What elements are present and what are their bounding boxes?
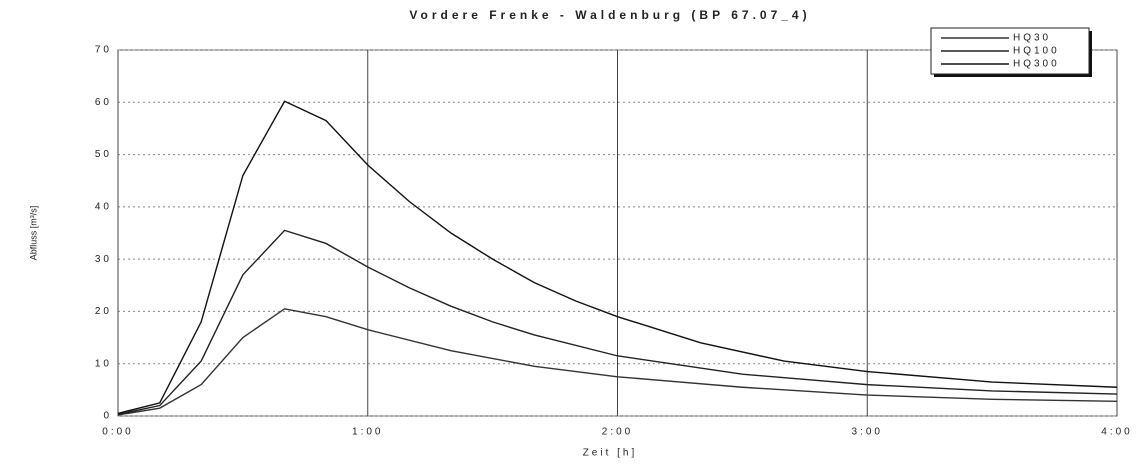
y-tick-label: 50 [95, 149, 112, 160]
legend-label: HQ100 [1013, 46, 1060, 57]
chart-title: Vordere Frenke - Waldenburg (BP 67.07_4) [409, 8, 810, 22]
data-line [117, 100, 1118, 415]
legend-label: HQ300 [1013, 59, 1060, 70]
x-tick-label: 2:00 [602, 427, 633, 438]
legend-label: HQ30 [1013, 33, 1051, 44]
y-tick-label: 60 [95, 97, 112, 108]
x-axis-label: Zeit [h] [583, 448, 638, 459]
data-line [117, 229, 1118, 416]
legend: HQ30 HQ100 HQ300 [930, 27, 1092, 77]
x-tick-label: 1:00 [352, 427, 383, 438]
y-tick-label: 30 [95, 254, 112, 265]
y-tick-label: 0 [103, 411, 112, 422]
y-tick-label: 70 [95, 45, 112, 56]
x-tick-label: 4:00 [1101, 427, 1132, 438]
y-tick-label: 20 [95, 306, 112, 317]
y-tick-label: 10 [95, 358, 112, 369]
y-tick-label: 40 [95, 201, 112, 212]
y-axis-label: Abfluss [m³/s] [28, 206, 38, 261]
data-line [117, 308, 1118, 416]
x-tick-label: 3:00 [852, 427, 883, 438]
x-tick-label: 0:00 [102, 427, 133, 438]
